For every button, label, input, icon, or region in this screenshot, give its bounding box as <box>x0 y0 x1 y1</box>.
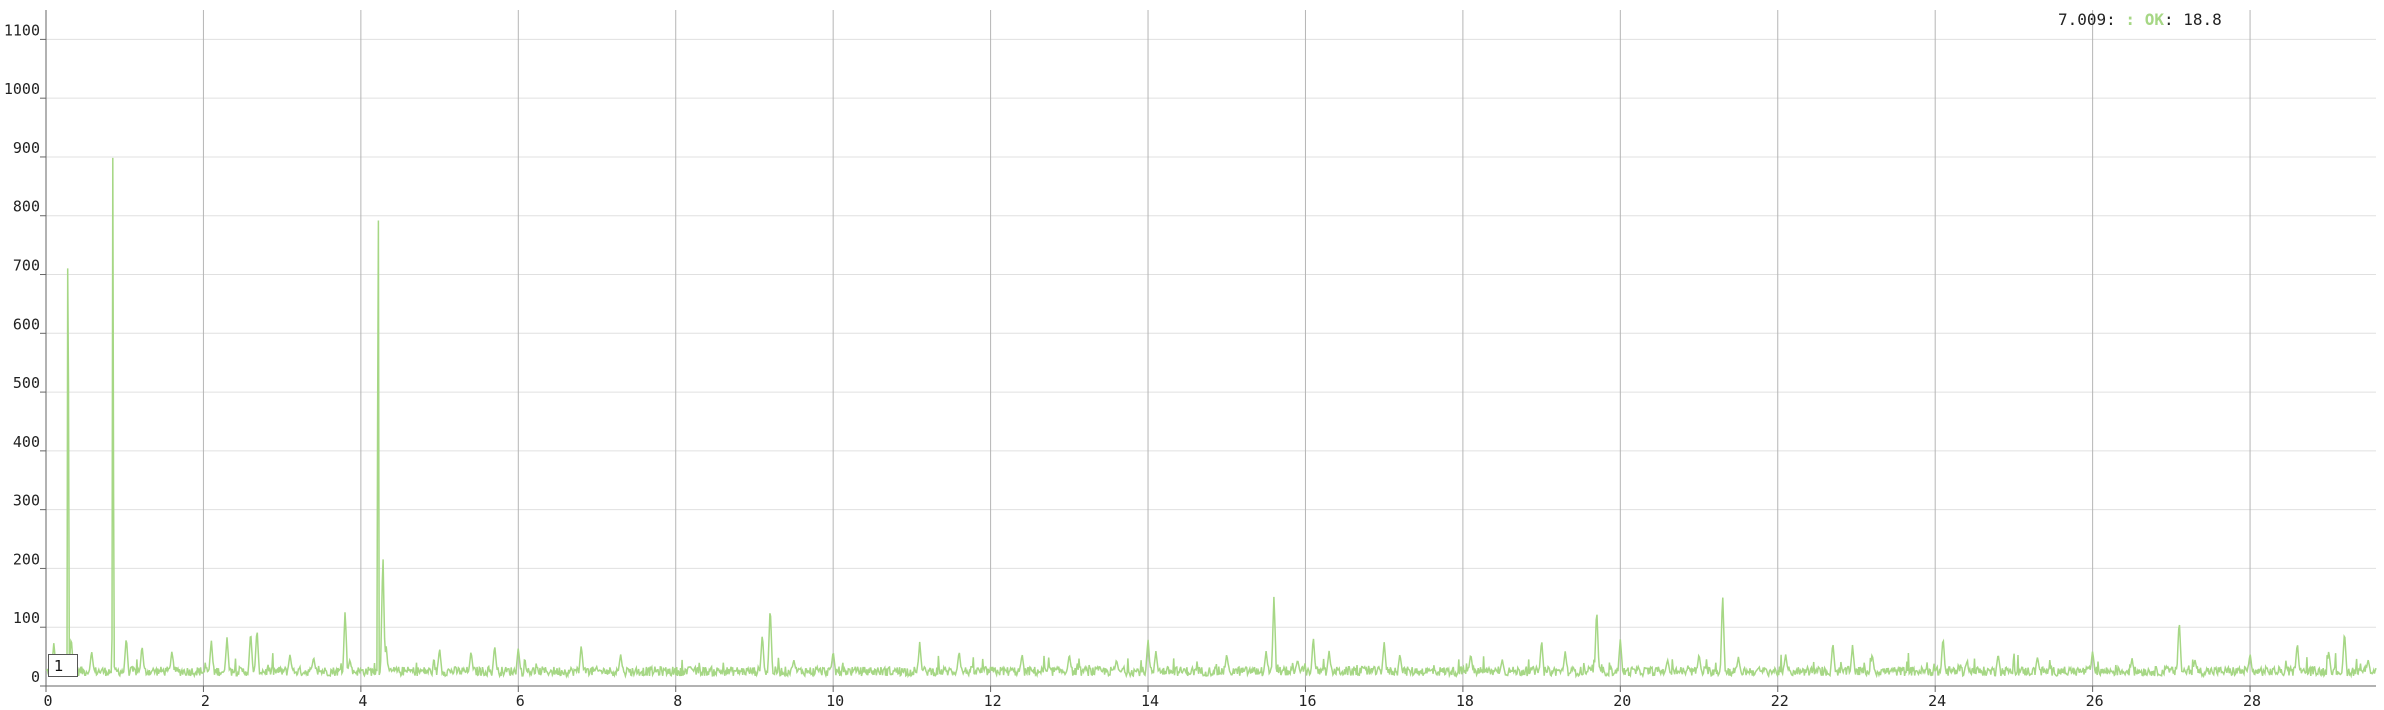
readout-prefix: 7.009: <box>2058 10 2116 29</box>
cursor-readout: 7.009: : OK: 18.8 <box>2058 10 2222 29</box>
x-tick-label-16: 16 <box>1298 692 1316 710</box>
y-tick-label-300: 300 <box>13 492 40 510</box>
y-tick-label-500: 500 <box>13 374 40 392</box>
x-tick-label-2: 2 <box>201 692 210 710</box>
readout-value: 18.8 <box>2183 10 2222 29</box>
x-tick-label-28: 28 <box>2243 692 2261 710</box>
y-tick-label-100: 100 <box>13 609 40 627</box>
readout-status: OK <box>2144 10 2164 29</box>
y-tick-label-1000: 1000 <box>4 80 40 98</box>
x-tick-label-0: 0 <box>43 692 52 710</box>
x-tick-label-24: 24 <box>1928 692 1946 710</box>
x-tick-label-10: 10 <box>826 692 844 710</box>
y-tick-label-800: 800 <box>13 198 40 216</box>
readout-sep1: : <box>2115 10 2145 29</box>
axes <box>40 10 2376 692</box>
y-tick-label-400: 400 <box>13 433 40 451</box>
y-tick-label-600: 600 <box>13 315 40 333</box>
x-tick-label-4: 4 <box>358 692 367 710</box>
readout-sep2: : <box>2163 10 2184 29</box>
y-tick-label-200: 200 <box>13 550 40 568</box>
x-tick-label-14: 14 <box>1141 692 1159 710</box>
y-tick-label-1100: 1100 <box>4 21 40 39</box>
x-tick-label-6: 6 <box>516 692 525 710</box>
x-tick-label-20: 20 <box>1613 692 1631 710</box>
x-tick-label-26: 26 <box>2086 692 2104 710</box>
series-line-0 <box>45 157 2377 679</box>
grid-lines <box>46 10 2376 686</box>
page-number-input[interactable]: 1 <box>48 654 78 677</box>
x-tick-label-8: 8 <box>673 692 682 710</box>
y-tick-label-0: 0 <box>31 668 40 686</box>
y-tick-label-900: 900 <box>13 139 40 157</box>
x-tick-label-12: 12 <box>984 692 1002 710</box>
x-tick-label-18: 18 <box>1456 692 1474 710</box>
y-tick-label-700: 700 <box>13 257 40 275</box>
x-tick-label-22: 22 <box>1771 692 1789 710</box>
series-layer <box>45 157 2377 679</box>
